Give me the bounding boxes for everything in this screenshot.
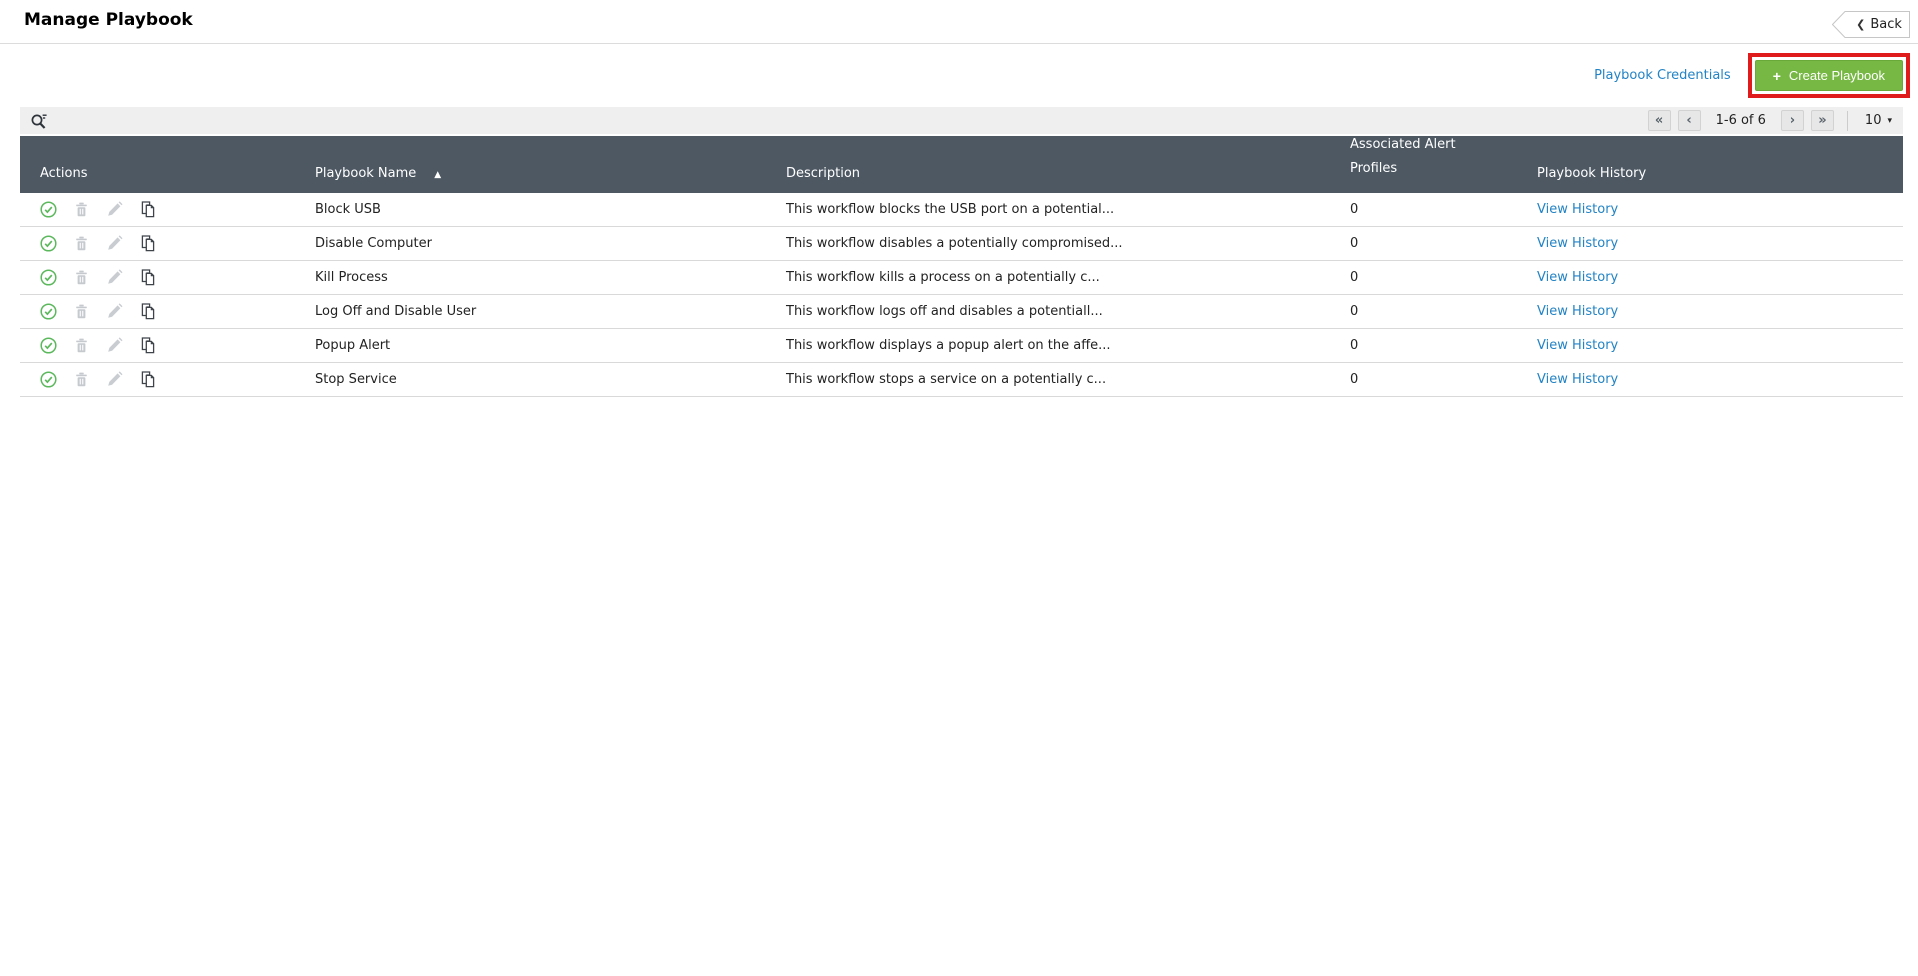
chevron-left-icon: ❮ (1856, 18, 1866, 31)
caret-down-icon: ▾ (1887, 115, 1892, 126)
page-title: Manage Playbook (24, 10, 193, 30)
prev-page-button[interactable]: ‹ (1677, 110, 1701, 131)
search-filter-icon[interactable] (29, 111, 49, 131)
edit-icon[interactable] (106, 269, 123, 286)
column-header-description: Description (786, 166, 861, 181)
view-history-link[interactable]: View History (1537, 338, 1619, 353)
delete-icon[interactable] (73, 269, 90, 286)
row-actions (20, 201, 305, 218)
associated-alert-profiles-count: 0 (1350, 202, 1359, 217)
edit-icon[interactable] (106, 235, 123, 252)
enabled-check-icon[interactable] (40, 371, 57, 388)
playbook-description: This workflow displays a popup alert on … (786, 338, 1111, 353)
enabled-check-icon[interactable] (40, 337, 57, 354)
table-row: Log Off and Disable User This workflow l… (20, 295, 1903, 329)
delete-icon[interactable] (73, 201, 90, 218)
back-button-shape (1832, 11, 1910, 38)
view-history-link[interactable]: View History (1537, 304, 1619, 319)
table-row: Disable Computer This workflow disables … (20, 227, 1903, 261)
title-bar: Manage Playbook ❮ Back (0, 0, 1918, 44)
column-header-actions: Actions (40, 166, 88, 181)
playbook-name: Disable Computer (315, 236, 432, 251)
column-header-playbook-name[interactable]: Playbook Name ▲ (315, 166, 442, 181)
highlight-box: + Create Playbook (1747, 53, 1910, 98)
page-size-dropdown[interactable]: 10 ▾ (1861, 111, 1896, 130)
playbook-name: Kill Process (315, 270, 388, 285)
view-history-link[interactable]: View History (1537, 236, 1619, 251)
column-header-associated-alert-profiles: Associated Alert Profiles (1350, 136, 1456, 176)
view-history-link[interactable]: View History (1537, 372, 1619, 387)
associated-alert-profiles-count: 0 (1350, 338, 1359, 353)
enabled-check-icon[interactable] (40, 269, 57, 286)
delete-icon[interactable] (73, 235, 90, 252)
back-button-label: Back (1870, 17, 1902, 32)
copy-icon[interactable] (139, 201, 156, 218)
row-actions (20, 269, 305, 286)
associated-alert-profiles-count: 0 (1350, 236, 1359, 251)
column-header-playbook-history: Playbook History (1537, 166, 1647, 181)
next-page-button[interactable]: › (1780, 110, 1804, 131)
table-row: Popup Alert This workflow displays a pop… (20, 329, 1903, 363)
playbook-name: Popup Alert (315, 338, 391, 353)
last-page-button[interactable]: » (1810, 110, 1834, 131)
copy-icon[interactable] (139, 235, 156, 252)
playbook-name: Block USB (315, 202, 381, 217)
playbook-description: This workflow disables a potentially com… (786, 236, 1123, 251)
playbook-credentials-link[interactable]: Playbook Credentials (1594, 68, 1731, 83)
pagination: « ‹ 1-6 of 6 › » 10 ▾ (1647, 110, 1896, 131)
pagination-range: 1-6 of 6 (1715, 113, 1766, 128)
playbook-description: This workflow blocks the USB port on a p… (786, 202, 1115, 217)
edit-icon[interactable] (106, 201, 123, 218)
view-history-link[interactable]: View History (1537, 270, 1619, 285)
playbook-description: This workflow kills a process on a poten… (786, 270, 1100, 285)
pagination-divider (1846, 110, 1848, 131)
copy-icon[interactable] (139, 371, 156, 388)
delete-icon[interactable] (73, 303, 90, 320)
enabled-check-icon[interactable] (40, 235, 57, 252)
view-history-link[interactable]: View History (1537, 202, 1619, 217)
create-playbook-button[interactable]: + Create Playbook (1754, 60, 1903, 91)
search-pagination-bar: « ‹ 1-6 of 6 › » 10 ▾ (20, 107, 1903, 134)
first-page-button[interactable]: « (1647, 110, 1671, 131)
copy-icon[interactable] (139, 269, 156, 286)
edit-icon[interactable] (106, 337, 123, 354)
create-playbook-label: Create Playbook (1788, 68, 1885, 83)
page-size-value: 10 (1864, 113, 1882, 128)
playbook-name: Log Off and Disable User (315, 304, 477, 319)
row-actions (20, 303, 305, 320)
table-row: Block USB This workflow blocks the USB p… (20, 193, 1903, 227)
delete-icon[interactable] (73, 371, 90, 388)
enabled-check-icon[interactable] (40, 201, 57, 218)
toolbar: Playbook Credentials + Create Playbook (0, 44, 1918, 107)
plus-icon: + (1772, 67, 1781, 84)
edit-icon[interactable] (106, 371, 123, 388)
associated-alert-profiles-count: 0 (1350, 372, 1359, 387)
associated-alert-profiles-count: 0 (1350, 270, 1359, 285)
table-row: Stop Service This workflow stops a servi… (20, 363, 1903, 397)
row-actions (20, 337, 305, 354)
associated-alert-profiles-count: 0 (1350, 304, 1359, 319)
copy-icon[interactable] (139, 303, 156, 320)
playbook-name: Stop Service (315, 372, 397, 387)
copy-icon[interactable] (139, 337, 156, 354)
sort-ascending-icon: ▲ (434, 170, 442, 180)
playbook-description: This workflow stops a service on a poten… (786, 372, 1107, 387)
table-body: Block USB This workflow blocks the USB p… (20, 193, 1903, 397)
table-row: Kill Process This workflow kills a proce… (20, 261, 1903, 295)
enabled-check-icon[interactable] (40, 303, 57, 320)
table-header: Actions Playbook Name ▲ Description Assoc… (20, 136, 1903, 193)
playbook-table: Actions Playbook Name ▲ Description Assoc… (20, 136, 1903, 397)
edit-icon[interactable] (106, 303, 123, 320)
delete-icon[interactable] (73, 337, 90, 354)
row-actions (20, 235, 305, 252)
playbook-description: This workflow logs off and disables a po… (786, 304, 1103, 319)
back-button[interactable]: ❮ Back (1832, 11, 1910, 38)
row-actions (20, 371, 305, 388)
